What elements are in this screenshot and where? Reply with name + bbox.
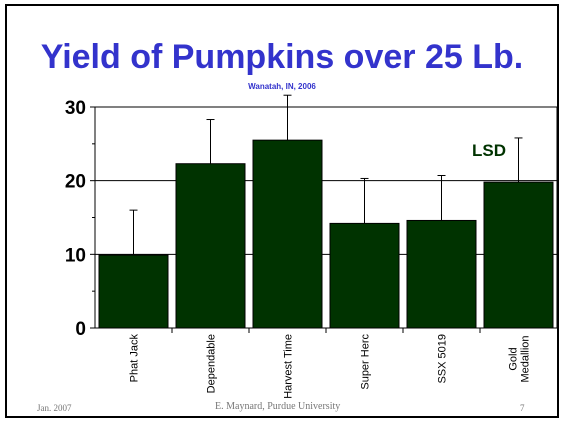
- x-tick-label-1: Dependable: [206, 334, 218, 393]
- y-tick-label-2: 20: [65, 172, 86, 193]
- bar-5: [483, 181, 554, 329]
- footer-date: Jan. 2007: [37, 403, 72, 413]
- x-tick-label-5-line-1: Medallion: [520, 335, 532, 382]
- y-tick-label-1: 10: [65, 245, 86, 266]
- bar-1: [175, 163, 246, 329]
- plot-area: [94, 106, 557, 329]
- slide: Yield of Pumpkins over 25 Lb. Wanatah, I…: [5, 4, 559, 418]
- x-tick-label-2: Harvest Time: [283, 334, 295, 399]
- x-tick-label-4: SSX 5019: [437, 334, 449, 384]
- y-tick-label-3: 30: [65, 98, 86, 119]
- bar-3: [329, 222, 400, 329]
- x-tick-label-0: Phat Jack: [129, 334, 141, 383]
- lsd-annotation: LSD: [472, 141, 506, 160]
- bar-4: [406, 219, 477, 329]
- y-tick-label-0: 0: [75, 319, 86, 340]
- chart-subtitle: Wanatah, IN, 2006: [248, 82, 316, 91]
- bar-0: [98, 254, 169, 329]
- bar-chart: 0 10 20 30 Phat Jack Dependable Harvest Time Su…: [65, 94, 557, 399]
- chart-title: Yield of Pumpkins over 25 Lb.: [40, 38, 524, 76]
- bar-2: [252, 139, 323, 329]
- x-tick-label-5-line-0: Gold: [508, 347, 520, 370]
- footer-credit: E. Maynard, Purdue University: [215, 401, 341, 412]
- page-number: 7: [520, 403, 525, 413]
- x-tick-label-3: Super Herc: [360, 334, 372, 390]
